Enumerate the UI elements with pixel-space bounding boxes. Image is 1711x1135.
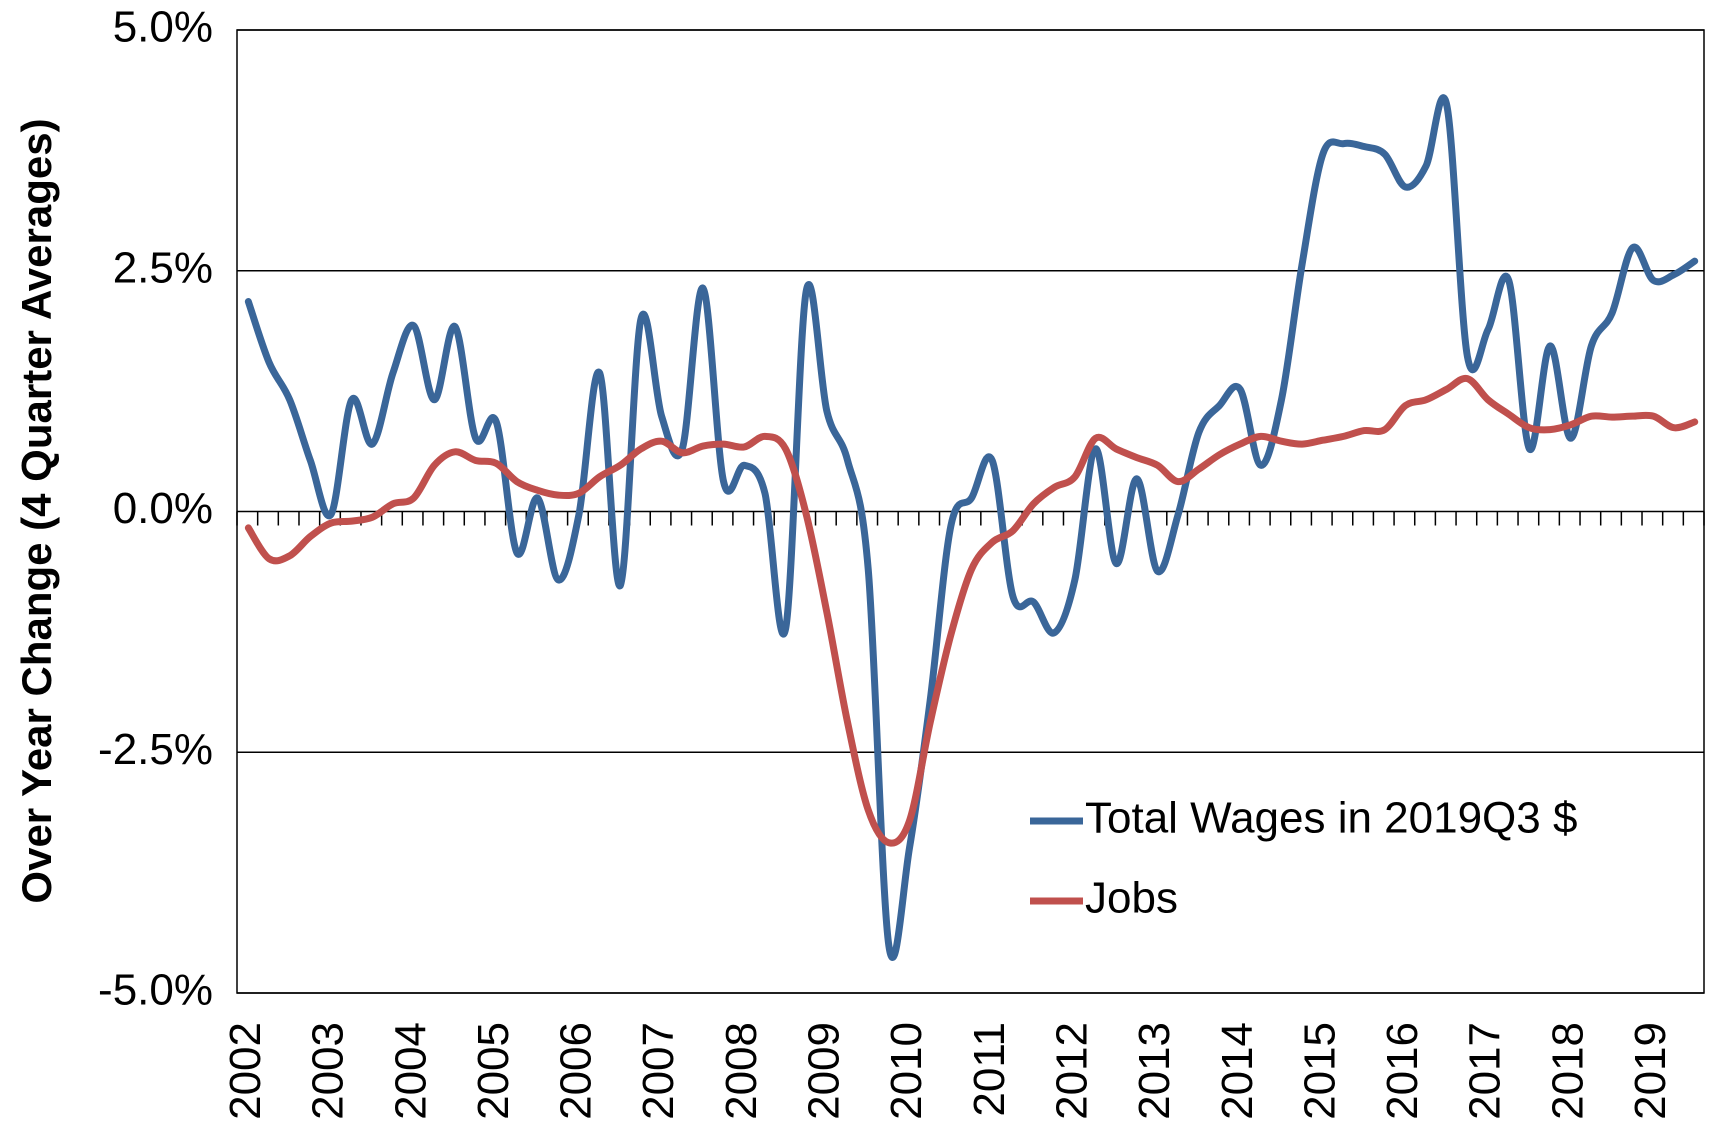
y-tick-label: 5.0% — [113, 3, 213, 52]
x-tick-label: 2018 — [1543, 1022, 1592, 1120]
y-tick-label: -5.0% — [98, 966, 213, 1015]
x-tick-label: 2017 — [1461, 1022, 1510, 1120]
y-tick-label: -2.5% — [98, 725, 213, 774]
legend-label: Jobs — [1085, 874, 1178, 923]
x-tick-label: 2013 — [1130, 1022, 1179, 1120]
y-tick-label: 2.5% — [113, 243, 213, 292]
x-tick-label: 2009 — [800, 1022, 849, 1120]
x-tick-label: 2005 — [469, 1022, 518, 1120]
x-tick-label: 2015 — [1295, 1022, 1344, 1120]
series-line — [244, 374, 1699, 847]
x-tick-label: 2003 — [304, 1022, 353, 1120]
x-tick-label: 2008 — [717, 1022, 766, 1120]
x-tick-label: 2002 — [221, 1022, 270, 1120]
x-tick-label: 2016 — [1378, 1022, 1427, 1120]
x-tick-label: 2019 — [1626, 1022, 1675, 1120]
x-tick-label: 2012 — [1047, 1022, 1096, 1120]
x-tick-label: 2011 — [965, 1022, 1014, 1117]
x-tick-label: 2010 — [882, 1022, 931, 1120]
x-tick-label: 2006 — [552, 1022, 601, 1120]
y-tick-label: 0.0% — [113, 484, 213, 533]
x-tick-label: 2004 — [386, 1022, 435, 1120]
legend-label: Total Wages in 2019Q3 $ — [1085, 794, 1577, 843]
x-tick-label: 2007 — [634, 1022, 683, 1120]
y-axis-title: Over Year Change (4 Quarter Averages) — [13, 118, 60, 903]
x-tick-label: 2014 — [1213, 1022, 1262, 1120]
